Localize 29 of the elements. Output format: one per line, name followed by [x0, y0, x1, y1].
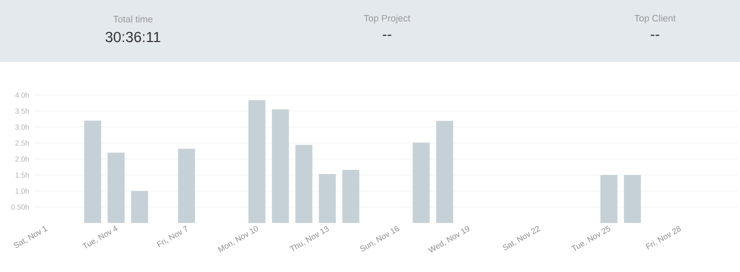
bar — [248, 100, 266, 224]
bar — [108, 152, 125, 224]
text: -- — [382, 34, 392, 36]
bar — [295, 144, 312, 224]
x-tick-label: Sat, Nov 22 — [502, 226, 540, 250]
x-tick-label: Wed, Nov 19 — [428, 226, 470, 252]
x-tick-label: Fri, Nov 28 — [646, 226, 681, 250]
bar — [272, 109, 289, 224]
text: 30:36:11 — [106, 32, 160, 42]
x-tick-label: Thu, Nov 13 — [289, 226, 329, 251]
bar — [436, 120, 454, 224]
x-tick-label: Fri, Nov 7 — [156, 226, 187, 248]
text: Total time — [113, 16, 153, 22]
bar — [318, 174, 336, 224]
text: Top Project — [364, 14, 410, 24]
bar — [342, 170, 360, 224]
bar — [412, 142, 430, 224]
x-tick-label: Tue, Nov 25 — [571, 226, 610, 251]
text: -- — [650, 34, 660, 36]
bar — [131, 191, 148, 224]
bar — [624, 175, 641, 224]
bar — [178, 148, 196, 224]
x-tick-label: Sat, Nov 1 — [14, 226, 48, 248]
text: Top Client — [634, 14, 676, 24]
x-tick-label: Tue, Nov 4 — [82, 226, 118, 248]
x-tick-label: Mon, Nov 10 — [218, 226, 258, 252]
bar — [600, 175, 618, 224]
x-tick-label: Sun, Nov 16 — [360, 226, 400, 252]
bar — [84, 120, 102, 224]
